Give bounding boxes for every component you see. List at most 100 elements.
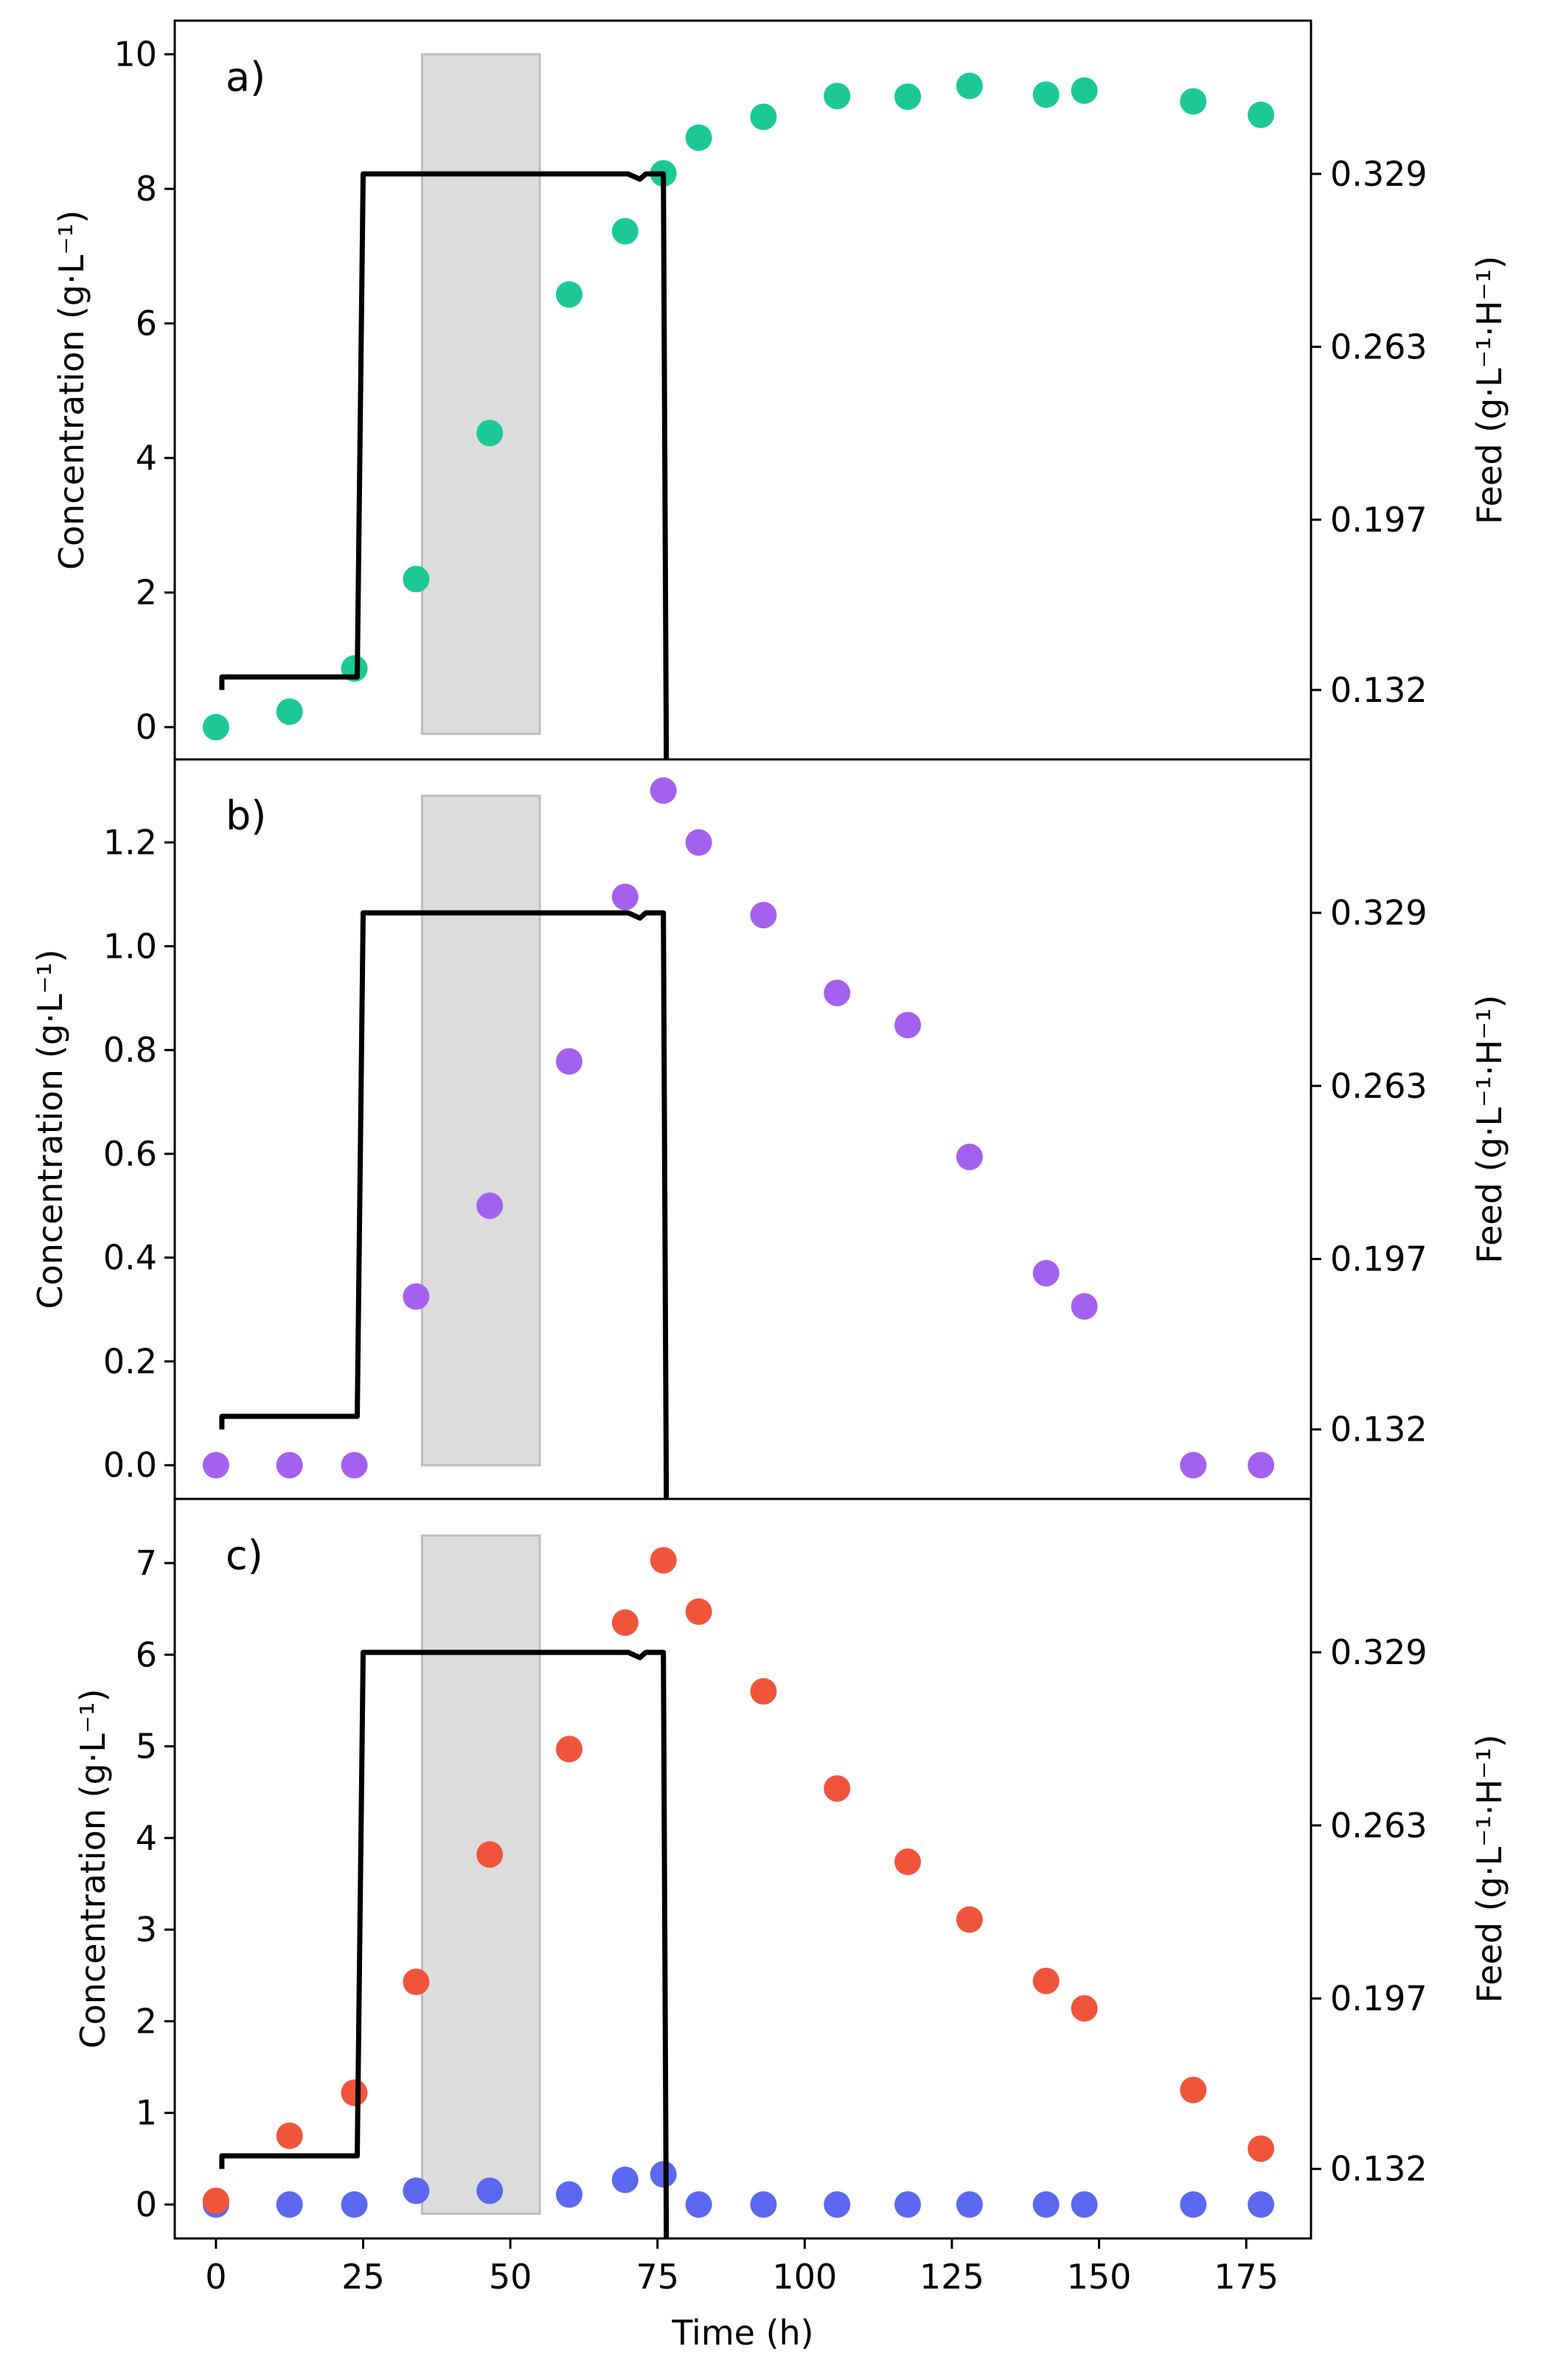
data-point — [1071, 1292, 1098, 1320]
data-point — [403, 1283, 430, 1310]
data-point — [956, 1906, 983, 1933]
data-point — [750, 103, 777, 131]
feed-tick-label: 0.197 — [1330, 500, 1427, 540]
shaded-region — [420, 1534, 541, 2215]
feed-tick-label: 0.132 — [1330, 670, 1427, 710]
feed-tick-label: 0.263 — [1330, 1806, 1427, 1845]
x-tick-label: 100 — [772, 2257, 837, 2297]
y-axis-label: Concentration (g·L⁻¹) — [52, 210, 91, 570]
data-point — [1032, 1967, 1060, 1994]
panels: 0 2 4 6 8 10 0.132 0.197 0.263 0.329 a) Concentrati… — [30, 19, 1509, 2249]
data-point — [1248, 101, 1275, 128]
data-point — [276, 2122, 303, 2149]
y-tick-label: 0 — [136, 2185, 157, 2224]
feed-line — [219, 910, 670, 1499]
plot-area — [202, 777, 1275, 1499]
feed-tick-label: 0.132 — [1330, 2149, 1427, 2189]
x-tick-label: 0 — [205, 2257, 226, 2297]
data-point — [650, 777, 677, 804]
data-point — [685, 1598, 712, 1625]
y-tick-label: 1.0 — [103, 926, 157, 966]
data-point — [685, 124, 712, 151]
data-point — [824, 1775, 851, 1802]
feed-tick-label: 0.329 — [1330, 154, 1427, 194]
series-0 — [202, 72, 1275, 741]
data-point — [476, 1192, 504, 1219]
feed-tick-label: 0.197 — [1330, 1239, 1427, 1279]
data-point — [276, 1452, 303, 1479]
data-point — [611, 1609, 639, 1636]
data-point — [1180, 2076, 1207, 2104]
feed-tick-label: 0.263 — [1330, 1066, 1427, 1106]
data-point — [750, 902, 777, 929]
data-point — [824, 979, 851, 1006]
data-point — [202, 714, 229, 741]
data-point — [341, 2079, 368, 2106]
series-0 — [202, 2160, 1275, 2219]
data-point — [1180, 2191, 1207, 2219]
panel-frame — [173, 1497, 1312, 2240]
y-tick-label: 2 — [136, 2001, 157, 2041]
x-tick-label: 75 — [636, 2257, 679, 2297]
y-tick-label: 2 — [136, 573, 157, 613]
data-point — [956, 1144, 983, 1171]
plot-area — [202, 53, 1275, 759]
data-point — [894, 2191, 922, 2219]
data-point — [276, 698, 303, 726]
data-point — [1248, 2191, 1275, 2219]
y-tick-label: 5 — [136, 1727, 157, 1767]
shaded-region — [420, 53, 541, 735]
data-point — [403, 2177, 430, 2205]
x-tick-label: 50 — [489, 2257, 532, 2297]
feed-tick-label: 0.197 — [1330, 1979, 1427, 2019]
plot-area — [202, 1534, 1275, 2238]
panel-frame — [173, 758, 1312, 1500]
feed-axis-label: Feed (g·L⁻¹·H⁻¹) — [1470, 256, 1509, 524]
y-tick-label: 0.2 — [103, 1341, 157, 1381]
data-point — [1032, 1259, 1060, 1287]
y-tick-label: 3 — [136, 1910, 157, 1949]
feed-tick-label: 0.263 — [1330, 327, 1427, 366]
feed-axis-label: Feed (g·L⁻¹·H⁻¹) — [1470, 995, 1509, 1263]
panel-frame — [173, 19, 1312, 761]
x-axis: 0 25 50 75 100 125 150 175 — [205, 2257, 1279, 2297]
data-point — [1180, 88, 1207, 115]
data-point — [894, 83, 922, 111]
data-point — [1032, 81, 1060, 108]
panel-label: c) — [226, 1532, 263, 1579]
panel-b: 0.0 0.2 0.4 0.6 0.8 1.0 1.2 0.132 0.197 0.263 0.32… — [30, 758, 1509, 1500]
data-point — [476, 1841, 504, 1868]
data-point — [1071, 77, 1098, 104]
y-tick-label: 0.0 — [103, 1445, 157, 1485]
data-point — [276, 2191, 303, 2219]
data-point — [1071, 2191, 1098, 2219]
y-tick-label: 10 — [114, 35, 157, 74]
feed-tick-label: 0.132 — [1330, 1410, 1427, 1450]
feed-line — [219, 1649, 670, 2238]
y-tick-label: 7 — [136, 1543, 157, 1583]
y-tick-label: 0.4 — [103, 1238, 157, 1278]
data-point — [611, 218, 639, 245]
data-point — [1248, 2135, 1275, 2162]
y-axis-label: Concentration (g·L⁻¹) — [73, 1688, 113, 2048]
series-1 — [202, 1547, 1275, 2215]
data-point — [1180, 1452, 1207, 1479]
data-point — [555, 281, 583, 308]
data-point — [824, 83, 851, 110]
data-point — [202, 1452, 229, 1479]
data-point — [202, 2188, 229, 2215]
feed-line — [219, 171, 670, 759]
data-point — [1032, 2191, 1060, 2219]
panel-label: a) — [226, 54, 265, 100]
data-point — [750, 2191, 777, 2219]
y-tick-label: 0.6 — [103, 1134, 157, 1174]
feed-axis-label: Feed (g·L⁻¹·H⁻¹) — [1470, 1734, 1509, 2003]
y-tick-label: 6 — [136, 304, 157, 344]
data-point — [1248, 1452, 1275, 1479]
data-point — [685, 2191, 712, 2219]
data-point — [750, 1678, 777, 1705]
y-tick-label: 4 — [136, 1818, 157, 1858]
y-tick-label: 8 — [136, 169, 157, 209]
x-tick-label: 175 — [1214, 2257, 1279, 2297]
y-tick-label: 1.2 — [103, 823, 157, 863]
